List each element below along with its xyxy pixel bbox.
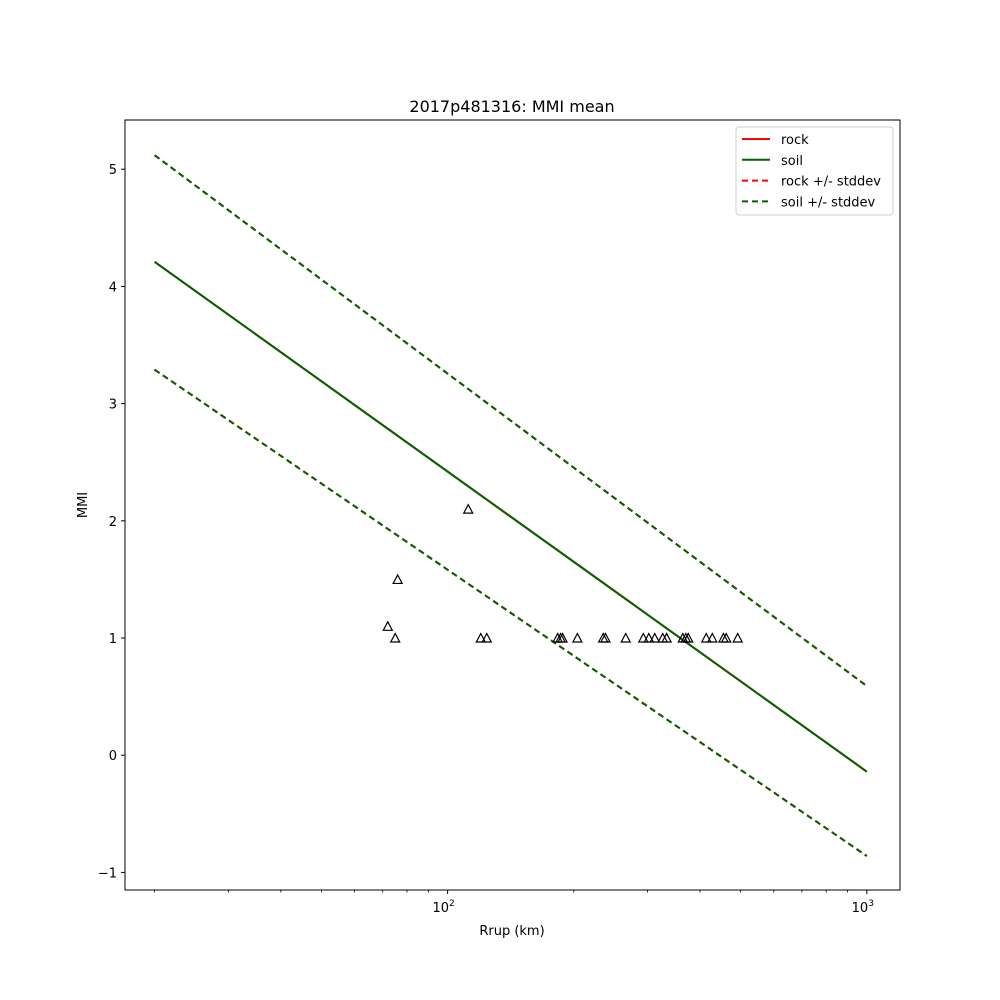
observation-point <box>700 632 712 643</box>
y-tick-label: 0 <box>109 749 117 764</box>
observation-point <box>392 573 404 585</box>
observation-point <box>462 503 474 514</box>
observation-point <box>649 632 661 643</box>
y-tick-label: 4 <box>109 280 117 295</box>
observation-point <box>682 632 694 643</box>
plot-content <box>153 154 868 857</box>
observation-point <box>382 620 394 631</box>
observation-point <box>620 632 632 643</box>
series-soil-stddev-upper-line <box>153 154 868 687</box>
chart-title: 2017p481316: MMI mean <box>409 97 614 116</box>
y-tick-label: 3 <box>109 398 117 413</box>
legend: rock soil rock +/- stddev soil +/- stddev <box>735 126 894 216</box>
legend-label: soil +/- stddev <box>781 195 876 210</box>
legend-box <box>735 126 894 216</box>
observation-point <box>661 632 673 643</box>
observation-point <box>475 632 487 643</box>
observation-point <box>643 632 655 643</box>
x-axis: 102 103 <box>154 890 874 916</box>
observation-point <box>720 632 732 643</box>
observation-point <box>599 632 611 643</box>
y-tick-label: 5 <box>109 163 117 178</box>
legend-label: soil <box>781 154 803 169</box>
observation-point <box>557 632 569 643</box>
y-axis-label: MMI <box>76 492 91 518</box>
y-axis: −1 0 1 2 3 4 5 <box>98 163 125 881</box>
observation-point <box>732 632 744 643</box>
y-tick-label: 1 <box>109 632 117 647</box>
legend-label: rock +/- stddev <box>781 175 881 190</box>
y-tick-label: 2 <box>109 515 117 530</box>
y-tick-label: −1 <box>98 866 117 881</box>
plot-area-frame <box>124 119 901 891</box>
series-soil-line <box>154 260 868 773</box>
x-tick-label: 102 <box>432 899 454 916</box>
legend-label: rock <box>781 133 809 148</box>
observation-point <box>571 632 583 643</box>
observation-point <box>389 632 401 643</box>
x-tick-label: 103 <box>852 899 874 916</box>
observation-point <box>706 632 718 643</box>
observation-point <box>481 632 493 643</box>
x-axis-label: Rrup (km) <box>479 924 544 939</box>
series-soil-stddev-lower-line <box>154 368 868 857</box>
observation-point <box>637 632 649 643</box>
